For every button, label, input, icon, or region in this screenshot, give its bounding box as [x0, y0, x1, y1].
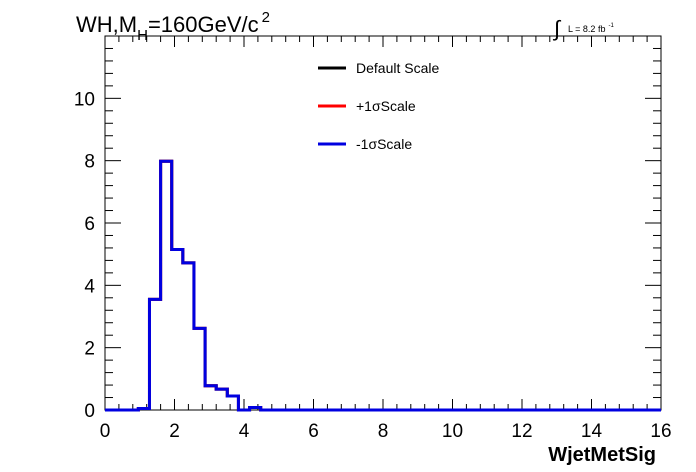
x-axis-label: WjetMetSig	[548, 444, 656, 466]
y-tick-label: 4	[84, 276, 95, 297]
plot-frame	[104, 35, 662, 411]
axis-ticks	[104, 36, 662, 411]
y-tick-label: 2	[84, 339, 95, 360]
x-tick-label: 10	[442, 421, 463, 442]
x-tick-label: 6	[308, 421, 319, 442]
x-tick-label: 2	[169, 421, 180, 442]
x-tick-label: 4	[239, 421, 250, 442]
legend: Default Scale +1σScale -1σScale	[318, 60, 439, 152]
series-line-1	[105, 159, 661, 412]
legend-label: +1σScale	[356, 98, 416, 114]
series-line-0	[105, 159, 661, 412]
series-group	[105, 159, 661, 412]
legend-label: Default Scale	[356, 60, 439, 76]
x-tick-label: 16	[650, 421, 671, 442]
x-tick-label: 8	[378, 421, 389, 442]
y-tick-label: 10	[74, 89, 95, 110]
lumi-integral: ∫	[552, 16, 562, 41]
chart-title: WH,MH=160GeV/c 2	[76, 9, 270, 44]
axis-tick-labels: 0 2 4 6 8 10 12 14 16 0 2 4 6 8 10	[74, 89, 672, 442]
lumi-label: L = 8.2 fb -1	[568, 23, 614, 34]
x-tick-label: 0	[100, 421, 111, 442]
y-tick-label: 0	[84, 401, 95, 422]
y-tick-label: 8	[84, 152, 95, 173]
y-tick-label: 6	[84, 214, 95, 235]
series-line-2	[105, 159, 661, 412]
legend-label: -1σScale	[356, 136, 412, 152]
x-tick-label: 12	[511, 421, 532, 442]
x-tick-label: 14	[581, 421, 603, 442]
